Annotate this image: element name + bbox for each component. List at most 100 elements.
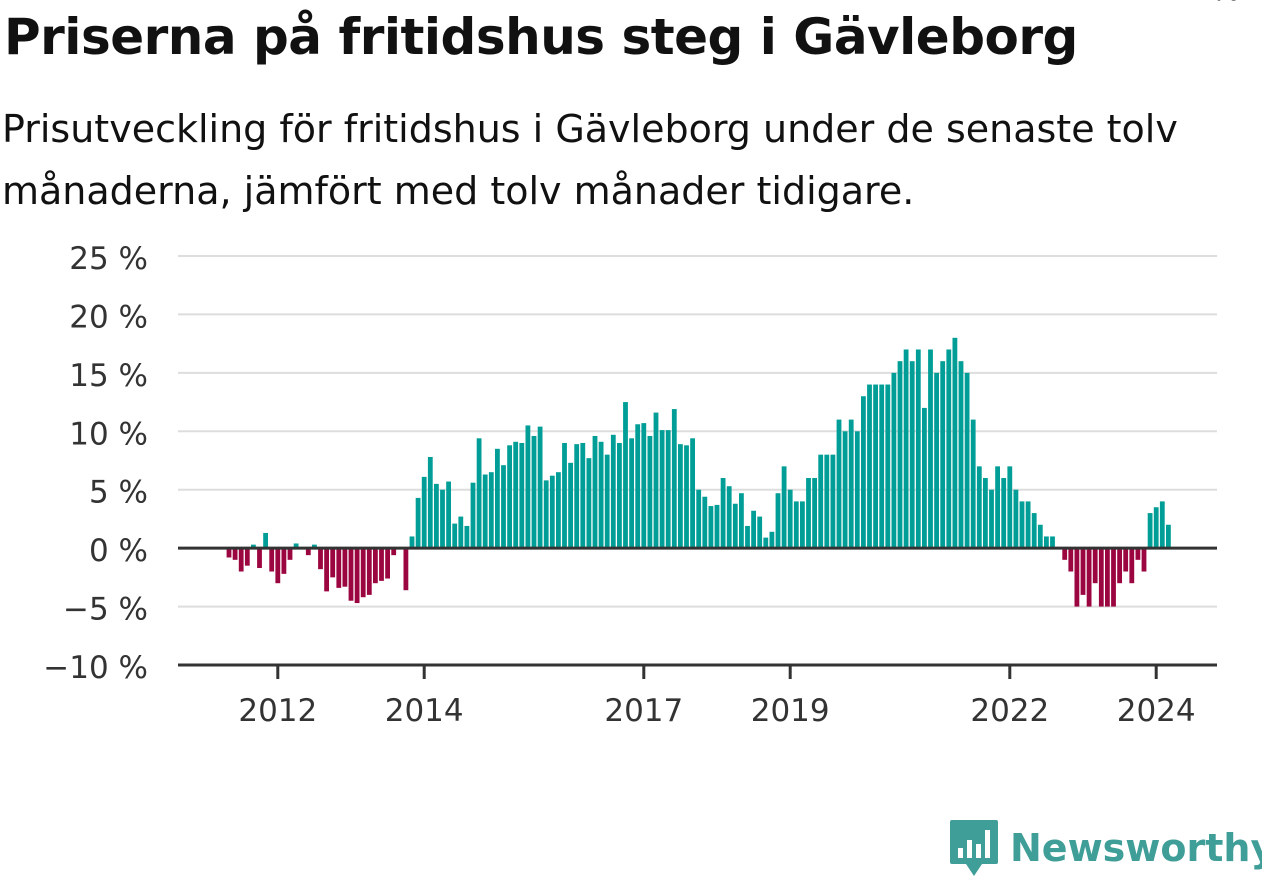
bar <box>1086 548 1092 607</box>
bar <box>373 548 378 584</box>
bar <box>385 548 390 579</box>
bar <box>1001 478 1007 549</box>
bar <box>1147 513 1153 549</box>
bar <box>1080 548 1086 595</box>
bar <box>1092 548 1098 584</box>
bar <box>409 536 415 549</box>
bar <box>421 476 427 549</box>
bar <box>812 478 817 549</box>
bar <box>964 372 970 549</box>
chart-title: Priserna på fritidshus steg i Gävleborg <box>4 8 1078 66</box>
y-tick-label: 20 % <box>69 299 148 335</box>
x-tick-label: 2019 <box>751 693 830 729</box>
bar <box>726 486 732 549</box>
bar <box>897 361 903 549</box>
bar <box>867 384 872 549</box>
bar-series <box>226 337 1171 607</box>
bar <box>470 482 476 549</box>
bar <box>324 548 329 592</box>
bar <box>854 431 860 549</box>
bar <box>251 544 256 549</box>
bar <box>861 396 866 549</box>
bar <box>995 466 1000 549</box>
bar <box>659 430 665 549</box>
bar <box>653 412 659 549</box>
bar <box>531 435 537 549</box>
bar <box>1050 536 1055 549</box>
bar <box>1037 524 1043 549</box>
bar <box>488 472 494 549</box>
y-tick-label: 10 % <box>69 416 148 452</box>
bar-chart: 25 % 20 % 15 % 10 % 5 % 0 % −5 % −10 % 2012 2014… <box>43 0 1241 729</box>
bar <box>1129 548 1135 584</box>
bar <box>391 548 397 556</box>
x-tick-label: 2017 <box>604 693 683 729</box>
bar <box>989 489 994 549</box>
bar <box>1123 548 1129 572</box>
bar <box>684 445 689 549</box>
bar <box>818 454 824 549</box>
bar <box>775 493 781 549</box>
bar <box>665 430 671 549</box>
bar <box>598 441 604 549</box>
x-axis-labels: 2012 2014 2017 2019 2022 2024 <box>238 693 1195 729</box>
bar <box>915 349 921 549</box>
bar <box>873 384 878 549</box>
chart-subtitle: Prisutveckling för fritidshus i Gävlebor… <box>2 107 1178 213</box>
bar <box>287 548 293 560</box>
y-tick-label: −5 % <box>63 592 148 628</box>
bar <box>1062 548 1068 560</box>
bar <box>1159 501 1165 549</box>
bar <box>244 548 250 566</box>
bar <box>257 548 262 569</box>
bar <box>757 516 763 549</box>
bar <box>922 407 927 549</box>
brand-name: Newsworthy <box>1010 826 1262 870</box>
bar <box>312 544 317 549</box>
bar <box>232 548 238 560</box>
y-tick-label: 0 % <box>89 533 148 569</box>
bar <box>586 458 592 549</box>
bar <box>482 474 488 549</box>
bar <box>610 434 616 549</box>
bar <box>562 442 567 549</box>
bar <box>1135 548 1141 560</box>
bar <box>403 548 409 591</box>
bar <box>1031 513 1037 549</box>
bar <box>824 454 830 549</box>
bar <box>732 503 738 549</box>
bar <box>574 444 580 549</box>
bar <box>745 525 750 549</box>
bar <box>501 465 506 549</box>
bar <box>495 448 500 549</box>
bar <box>568 462 573 549</box>
bar <box>1166 524 1171 549</box>
bar <box>763 537 769 549</box>
bar <box>769 531 775 549</box>
bar <box>318 548 323 570</box>
bar <box>1044 536 1049 549</box>
bar <box>830 454 836 549</box>
bar <box>635 424 641 549</box>
bar <box>708 506 714 549</box>
annotations: 2 % <box>1182 0 1241 8</box>
bar <box>1098 548 1104 607</box>
bar <box>226 548 232 558</box>
bar <box>342 548 348 587</box>
bar <box>379 548 384 581</box>
y-tick-label: 25 % <box>69 241 148 277</box>
bar <box>1025 501 1031 549</box>
bar <box>580 442 586 549</box>
bar <box>507 445 512 549</box>
bar <box>800 501 805 549</box>
bar <box>1153 507 1159 549</box>
bar <box>714 504 720 549</box>
bar <box>702 496 708 549</box>
bar <box>354 548 360 604</box>
last-value-annotation: 2 % <box>1182 0 1241 8</box>
bar <box>1074 548 1080 607</box>
y-tick-label: −10 % <box>43 650 148 686</box>
bar <box>970 419 976 549</box>
bar <box>879 384 885 549</box>
bar <box>641 423 647 549</box>
